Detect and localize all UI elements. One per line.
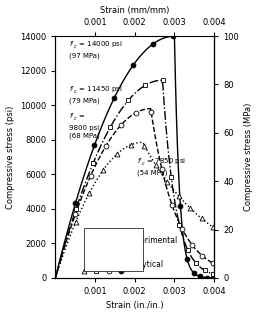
Legend: , , , : , , , [77, 267, 129, 276]
X-axis label: Strain (in./in.): Strain (in./in.) [106, 301, 164, 310]
Text: $f'_c$ = 14000 psi
(97 MPa): $f'_c$ = 14000 psi (97 MPa) [69, 40, 123, 59]
X-axis label: Strain (mm/mm): Strain (mm/mm) [100, 6, 169, 15]
Y-axis label: Compressive stress (MPa): Compressive stress (MPa) [244, 103, 254, 211]
Text: Experimental: Experimental [126, 236, 177, 245]
Bar [84, 228, 143, 270]
Text: $f'_c$ =
9800 psi
(68 MPa): $f'_c$ = 9800 psi (68 MPa) [69, 112, 100, 139]
Text: Analytical: Analytical [126, 260, 164, 269]
Text: $f'_c$ = 7850 psi
(54 MPa): $f'_c$ = 7850 psi (54 MPa) [137, 157, 186, 176]
Text: $f'_c$ = 11450 psi
(79 MPa): $f'_c$ = 11450 psi (79 MPa) [69, 84, 123, 104]
Y-axis label: Compressive stress (psi): Compressive stress (psi) [5, 105, 15, 209]
